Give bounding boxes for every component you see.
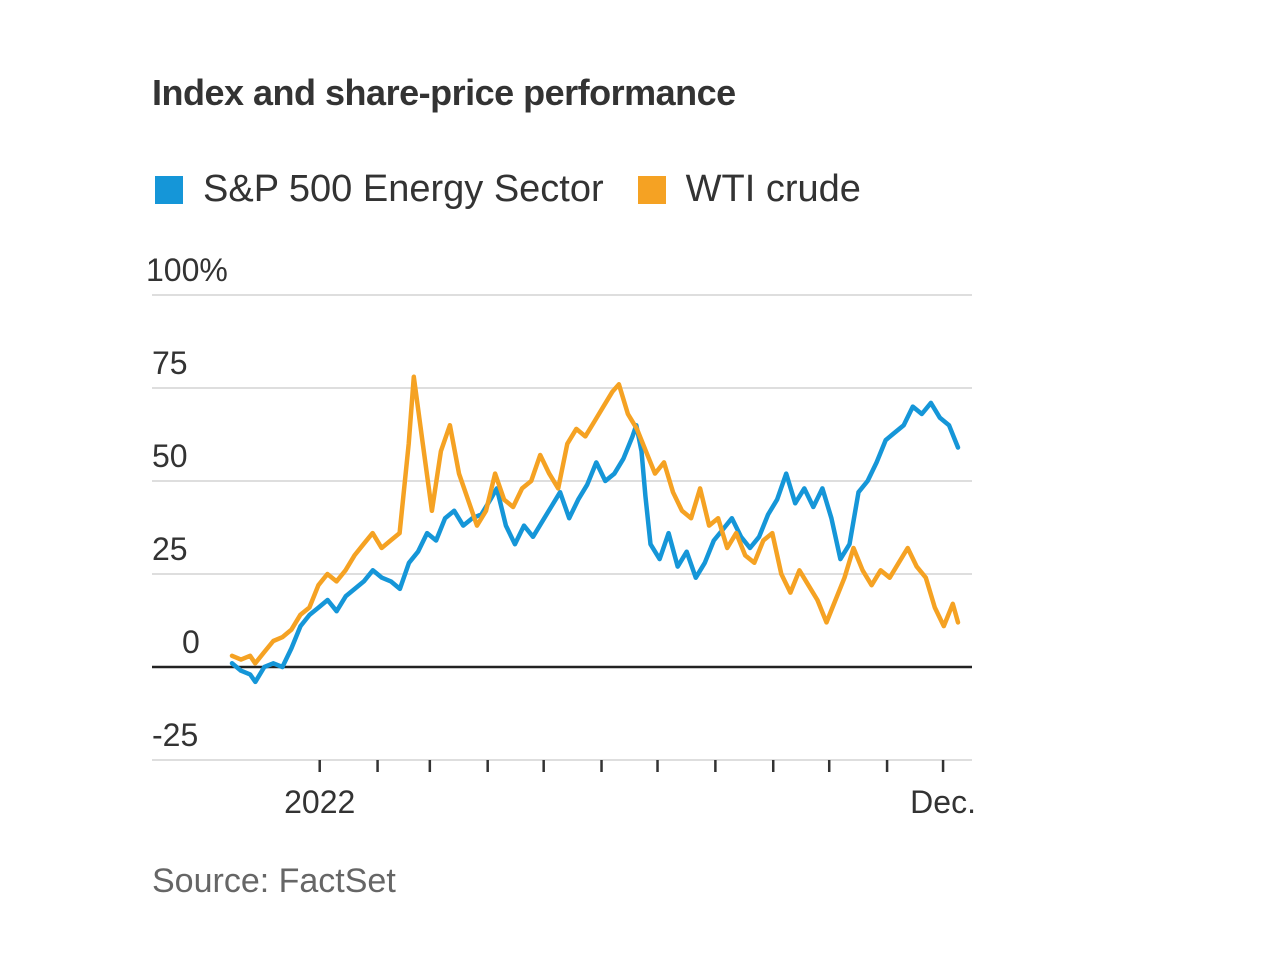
- legend-label-energy: S&P 500 Energy Sector: [203, 168, 604, 210]
- y-tick-label: 75: [152, 345, 188, 381]
- legend-swatch-wti: [637, 175, 666, 204]
- x-tick-label: Dec.: [910, 784, 976, 820]
- source-note: Source: FactSet: [152, 862, 396, 900]
- grid-layer: [152, 294, 972, 761]
- y-tick-label: 50: [152, 438, 188, 474]
- y-tick-label: 25: [152, 531, 188, 567]
- wti-series-line: [229, 374, 961, 666]
- y-tick-label: -25: [152, 717, 198, 753]
- legend-item-energy: S&P 500 Energy Sector: [155, 168, 604, 211]
- legend-label-wti: WTI crude: [685, 168, 861, 210]
- x-tick-label: 2022: [284, 784, 355, 820]
- legend-swatch-energy: [155, 175, 183, 204]
- series-layer: [229, 374, 961, 685]
- legend-item-wti: WTI crude: [637, 168, 861, 211]
- chart-title: Index and share-price performance: [152, 72, 736, 113]
- energy-series-line: [229, 400, 961, 685]
- x-axis: 2022 Dec.: [284, 760, 976, 820]
- y-tick-label: 100%: [146, 252, 228, 288]
- y-tick-label: 0: [182, 624, 200, 660]
- y-axis-labels: 100% 75 50 25 0 -25: [146, 252, 228, 753]
- legend: S&P 500 Energy Sector WTI crude: [155, 168, 895, 211]
